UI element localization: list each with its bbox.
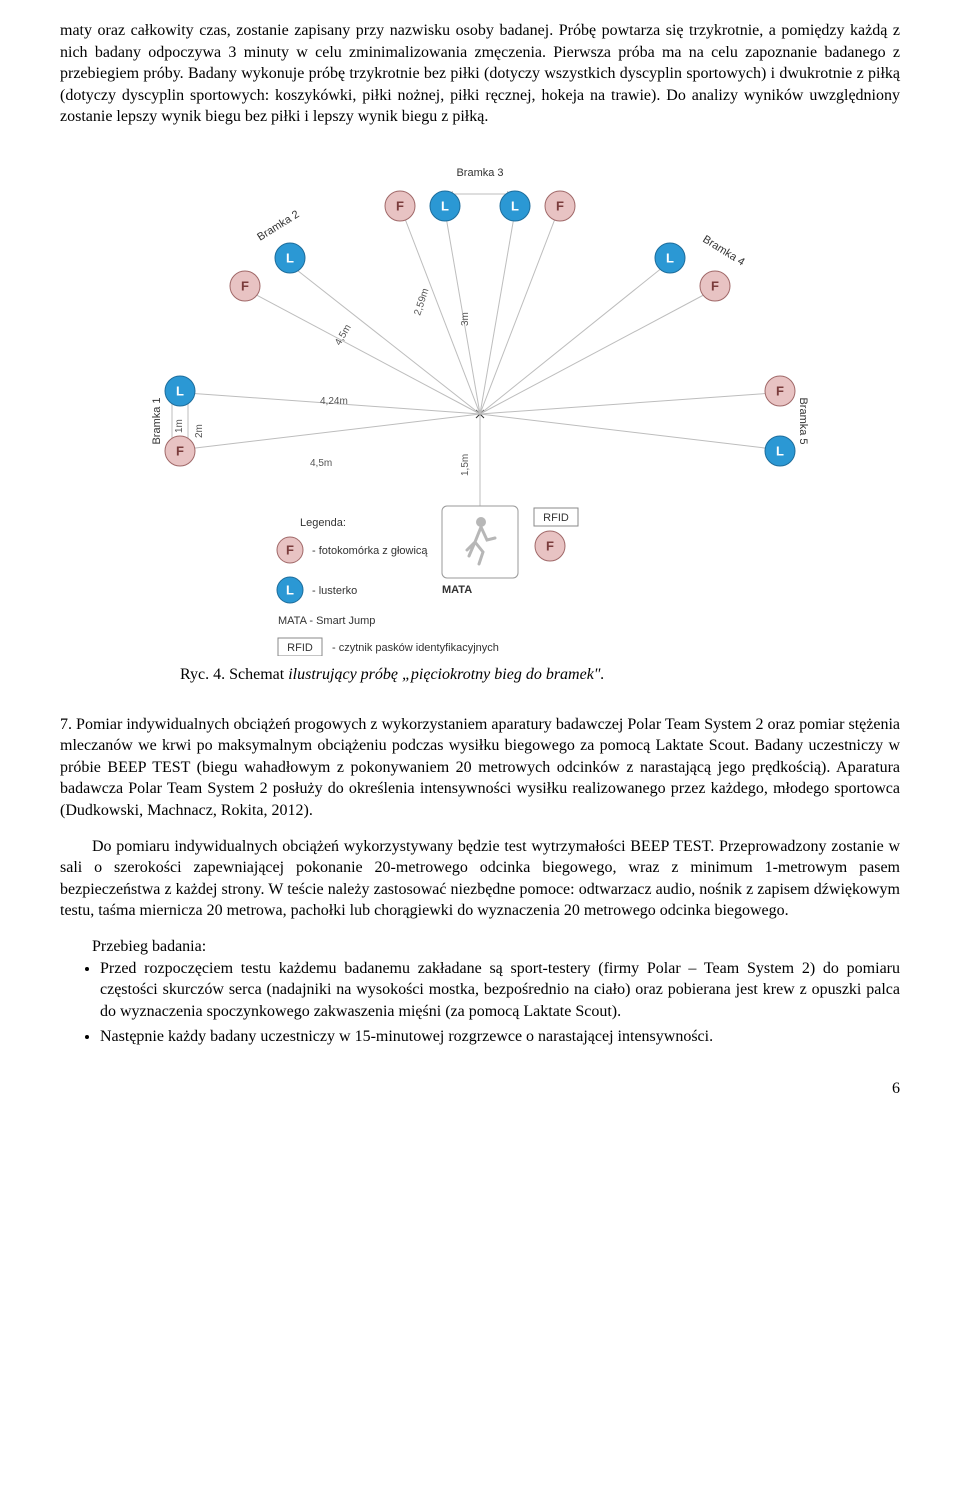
svg-text:F: F [711, 278, 719, 293]
dim-3: 3m [460, 312, 471, 326]
bullet-2: Następnie każdy badany uczestniczy w 15-… [100, 1026, 900, 1048]
gate4-label: Bramka 4 [700, 233, 746, 268]
legend-f: - fotokomórka z głowicą [312, 545, 428, 557]
paragraph-beep: Do pomiaru indywidualnych obciążeń wykor… [60, 836, 900, 922]
svg-text:L: L [286, 582, 294, 597]
legend-rfid: - czytnik pasków identyfikacyjnych [332, 642, 499, 654]
paragraph-7: 7. Pomiar indywidualnych obciążeń progow… [60, 714, 900, 822]
gate3-label: Bramka 3 [456, 167, 503, 179]
paragraph-intro: maty oraz całkowity czas, zostanie zapis… [60, 20, 900, 128]
mata-label: MATA [442, 584, 472, 596]
svg-text:L: L [286, 250, 294, 265]
svg-text:F: F [241, 278, 249, 293]
dim-1m: 1m [174, 419, 185, 433]
svg-text:L: L [666, 250, 674, 265]
legend-l: - lusterko [312, 585, 357, 597]
dim-259: 2,59m [412, 287, 431, 317]
gate1-label: Bramka 1 [151, 397, 163, 444]
dim-2m: 2m [194, 424, 205, 438]
legend-title: Legenda: [300, 517, 346, 529]
svg-text:L: L [176, 383, 184, 398]
diagram-svg: Bramka 3 Bramka 2 Bramka 4 Bramka 1 Bram… [120, 146, 840, 656]
svg-text:F: F [286, 542, 294, 557]
caption-label: Ryc. 4. Schemat [180, 666, 284, 683]
caption-text: ilustrujący próbę „pięciokrotny bieg do … [284, 666, 604, 683]
page-number: 6 [60, 1078, 900, 1100]
svg-text:L: L [511, 198, 519, 213]
dim-45a: 4,5m [310, 458, 332, 469]
gate5-label: Bramka 5 [797, 397, 809, 444]
dim-424: 4,24m [320, 396, 348, 407]
svg-text:L: L [441, 198, 449, 213]
dim-15: 1,5m [460, 454, 471, 476]
svg-text:F: F [176, 443, 184, 458]
svg-text:F: F [546, 538, 554, 553]
rfid-tag: RFID [543, 512, 569, 524]
gate2-label: Bramka 2 [255, 208, 301, 243]
dim-45b: 4,5m [333, 323, 354, 348]
bullet-1: Przed rozpoczęciem testu każdemu badanem… [100, 958, 900, 1023]
svg-text:L: L [776, 443, 784, 458]
svg-text:F: F [776, 383, 784, 398]
procedure-label: Przebieg badania: [60, 936, 900, 958]
svg-text:F: F [396, 198, 404, 213]
figure-caption: Ryc. 4. Schemat ilustrujący próbę „pięci… [180, 664, 900, 686]
figure-container: Bramka 3 Bramka 2 Bramka 4 Bramka 1 Bram… [60, 146, 900, 686]
legend-rfid-box: RFID [287, 642, 313, 654]
svg-text:F: F [556, 198, 564, 213]
legend-mata: MATA - Smart Jump [278, 615, 375, 627]
procedure-list: Przed rozpoczęciem testu każdemu badanem… [60, 958, 900, 1048]
